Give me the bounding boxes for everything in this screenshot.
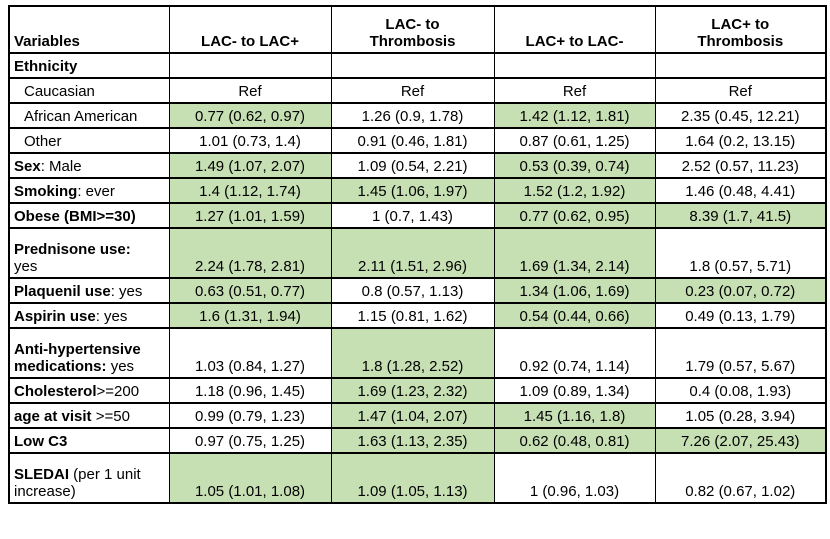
table-row: Ethnicity <box>8 52 827 79</box>
variable-label-cell: Caucasian <box>8 77 170 104</box>
estimate-cell-significant: 1.05 (1.01, 1.08) <box>168 452 332 504</box>
estimate-cell-significant: 1.42 (1.12, 1.81) <box>493 102 656 129</box>
estimate-cell-significant: 1.49 (1.07, 2.07) <box>168 152 332 179</box>
table-row: Prednisone use: yes 2.24 (1.78, 2.81) 2.11… <box>8 227 827 279</box>
variable-label-cell: Aspirin use: yes <box>8 302 170 329</box>
estimate-cell: 1.64 (0.2, 13.15) <box>654 127 827 154</box>
column-header-lac-neg-to-thrombosis: LAC- to Thrombosis <box>330 5 495 54</box>
estimate-cell: 1.79 (0.57, 5.67) <box>654 327 827 379</box>
estimate-cell-significant: 1.27 (1.01, 1.59) <box>168 202 332 229</box>
estimate-cell: 0.91 (0.46, 1.81) <box>330 127 495 154</box>
estimate-cell: 0.99 (0.79, 1.23) <box>168 402 332 429</box>
estimate-cell-significant: 8.39 (1.7, 41.5) <box>654 202 827 229</box>
estimate-cell-significant: 1.34 (1.06, 1.69) <box>493 277 656 304</box>
estimate-cell: 0.97 (0.75, 1.25) <box>168 427 332 454</box>
table-row: Other 1.01 (0.73, 1.4) 0.91 (0.46, 1.81) 0.… <box>8 127 827 154</box>
estimate-cell-significant: 1.52 (1.2, 1.92) <box>493 177 656 204</box>
estimate-cell-significant: 1.09 (1.05, 1.13) <box>330 452 495 504</box>
variable-label-cell: SLEDAI (per 1 unit increase) <box>8 452 170 504</box>
estimate-cell-significant: 1.69 (1.34, 2.14) <box>493 227 656 279</box>
estimate-cell-significant: 1.45 (1.06, 1.97) <box>330 177 495 204</box>
estimate-cell <box>168 52 332 79</box>
table-row: Caucasian Ref Ref Ref Ref <box>8 77 827 104</box>
estimate-cell: 1.03 (0.84, 1.27) <box>168 327 332 379</box>
estimate-cell: 1 (0.96, 1.03) <box>493 452 656 504</box>
estimate-cell-significant: 0.54 (0.44, 0.66) <box>493 302 656 329</box>
table-row: SLEDAI (per 1 unit increase) 1.05 (1.01, … <box>8 452 827 504</box>
estimate-cell-significant: 2.24 (1.78, 2.81) <box>168 227 332 279</box>
estimate-cell-significant: 1.69 (1.23, 2.32) <box>330 377 495 404</box>
estimate-cell: 0.8 (0.57, 1.13) <box>330 277 495 304</box>
estimate-cell-significant: 1.47 (1.04, 2.07) <box>330 402 495 429</box>
table-row: Anti-hypertensive medications: yes 1.03 (… <box>8 327 827 379</box>
estimate-cell-significant: 1.8 (1.28, 2.52) <box>330 327 495 379</box>
column-header-lac-pos-to-thrombosis: LAC+ to Thrombosis <box>654 5 827 54</box>
variable-label-cell: Cholesterol>=200 <box>8 377 170 404</box>
estimate-cell: 0.49 (0.13, 1.79) <box>654 302 827 329</box>
estimate-cell-significant: 1.4 (1.12, 1.74) <box>168 177 332 204</box>
estimate-cell-significant: 0.62 (0.48, 0.81) <box>493 427 656 454</box>
estimate-cell <box>330 52 495 79</box>
table-row: Cholesterol>=200 1.18 (0.96, 1.45) 1.69 (1… <box>8 377 827 404</box>
estimate-cell: Ref <box>168 77 332 104</box>
estimate-cell <box>654 52 827 79</box>
table-row: Sex: Male 1.49 (1.07, 2.07) 1.09 (0.54, 2.… <box>8 152 827 179</box>
variable-label-cell: African American <box>8 102 170 129</box>
estimate-cell: 1 (0.7, 1.43) <box>330 202 495 229</box>
estimate-cell <box>493 52 656 79</box>
estimate-cell: Ref <box>654 77 827 104</box>
variable-label-cell: Plaquenil use: yes <box>8 277 170 304</box>
variable-label-cell: Sex: Male <box>8 152 170 179</box>
table-row: African American 0.77 (0.62, 0.97) 1.26 (0… <box>8 102 827 129</box>
estimate-cell: 1.01 (0.73, 1.4) <box>168 127 332 154</box>
estimate-cell-significant: 1.45 (1.16, 1.8) <box>493 402 656 429</box>
estimate-cell-significant: 0.77 (0.62, 0.95) <box>493 202 656 229</box>
variable-label-cell: Low C3 <box>8 427 170 454</box>
estimate-cell: 0.92 (0.74, 1.14) <box>493 327 656 379</box>
table-row: Obese (BMI>=30) 1.27 (1.01, 1.59) 1 (0.7, … <box>8 202 827 229</box>
estimate-cell-significant: 1.6 (1.31, 1.94) <box>168 302 332 329</box>
estimate-cell-significant: 2.11 (1.51, 2.96) <box>330 227 495 279</box>
estimate-cell: 0.87 (0.61, 1.25) <box>493 127 656 154</box>
variable-label-cell: Anti-hypertensive medications: yes <box>8 327 170 379</box>
estimate-cell-significant: 7.26 (2.07, 25.43) <box>654 427 827 454</box>
variable-label-cell: Obese (BMI>=30) <box>8 202 170 229</box>
estimate-cell: 0.4 (0.08, 1.93) <box>654 377 827 404</box>
estimate-cell-significant: 0.77 (0.62, 0.97) <box>168 102 332 129</box>
hazard-ratio-table: Variables LAC- to LAC+ LAC- to Thrombosi… <box>8 5 827 504</box>
variable-label-cell: Ethnicity <box>8 52 170 79</box>
estimate-cell: 1.46 (0.48, 4.41) <box>654 177 827 204</box>
variable-label-cell: Smoking: ever <box>8 177 170 204</box>
estimate-cell: Ref <box>493 77 656 104</box>
estimate-cell: 1.15 (0.81, 1.62) <box>330 302 495 329</box>
table-row: Low C3 0.97 (0.75, 1.25) 1.63 (1.13, 2.35)… <box>8 427 827 454</box>
column-header-lac-pos-to-lac-neg: LAC+ to LAC- <box>493 5 656 54</box>
estimate-cell: 1.09 (0.89, 1.34) <box>493 377 656 404</box>
estimate-cell: 1.8 (0.57, 5.71) <box>654 227 827 279</box>
variable-label-cell: Other <box>8 127 170 154</box>
table-row: Aspirin use: yes 1.6 (1.31, 1.94) 1.15 (0.… <box>8 302 827 329</box>
estimate-cell: 1.26 (0.9, 1.78) <box>330 102 495 129</box>
estimate-cell: 1.18 (0.96, 1.45) <box>168 377 332 404</box>
variable-label-cell: Prednisone use: yes <box>8 227 170 279</box>
column-header-lac-neg-to-lac-pos: LAC- to LAC+ <box>168 5 332 54</box>
estimate-cell-significant: 0.53 (0.39, 0.74) <box>493 152 656 179</box>
variable-label-cell: age at visit >=50 <box>8 402 170 429</box>
table-row: age at visit >=50 0.99 (0.79, 1.23) 1.47 (… <box>8 402 827 429</box>
estimate-cell: 1.09 (0.54, 2.21) <box>330 152 495 179</box>
variables-column-header: Variables <box>8 5 170 54</box>
estimate-cell: 2.52 (0.57, 11.23) <box>654 152 827 179</box>
estimate-cell: Ref <box>330 77 495 104</box>
estimate-cell: 0.82 (0.67, 1.02) <box>654 452 827 504</box>
header-row: Variables LAC- to LAC+ LAC- to Thrombosi… <box>8 5 827 54</box>
estimate-cell-significant: 0.23 (0.07, 0.72) <box>654 277 827 304</box>
table-row: Plaquenil use: yes 0.63 (0.51, 0.77) 0.8 (… <box>8 277 827 304</box>
estimate-cell-significant: 1.63 (1.13, 2.35) <box>330 427 495 454</box>
estimate-cell: 1.05 (0.28, 3.94) <box>654 402 827 429</box>
estimate-cell-significant: 0.63 (0.51, 0.77) <box>168 277 332 304</box>
estimate-cell: 2.35 (0.45, 12.21) <box>654 102 827 129</box>
table-row: Smoking: ever 1.4 (1.12, 1.74) 1.45 (1.06,… <box>8 177 827 204</box>
table-body: Ethnicity Caucasian Ref Ref Ref Ref African Am… <box>8 52 827 504</box>
